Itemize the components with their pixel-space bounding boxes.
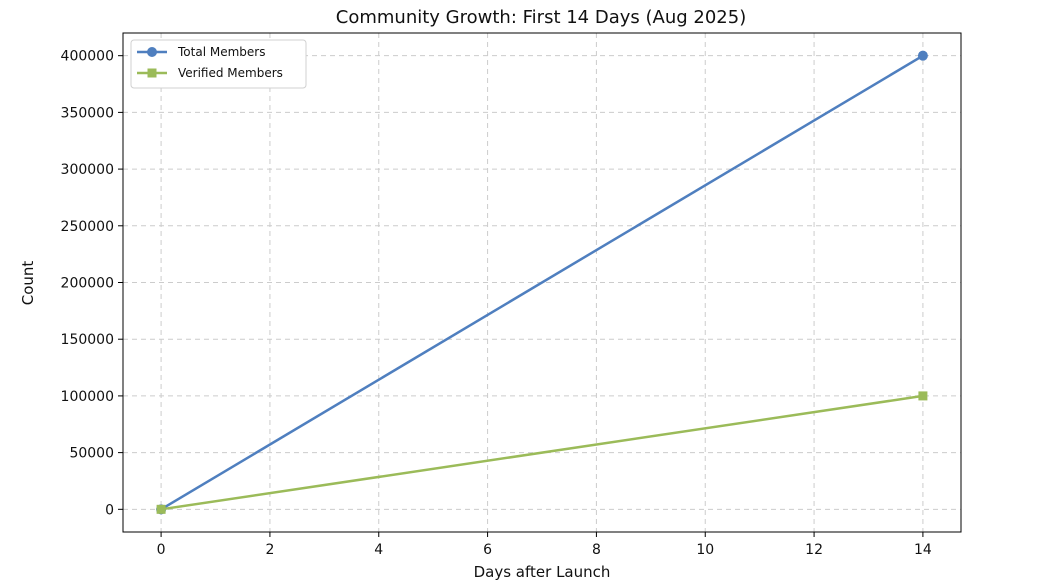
x-tick-label: 8	[592, 542, 601, 558]
x-tick-label: 2	[265, 542, 274, 558]
plot-series	[156, 50, 928, 515]
y-axis-label: Count	[19, 261, 37, 306]
y-tick-label: 100000	[61, 389, 114, 405]
y-tick-label: 300000	[61, 162, 114, 178]
legend: Total Members Verified Members	[130, 39, 307, 89]
x-tick-label: 12	[805, 542, 823, 558]
x-tick-label: 4	[374, 542, 383, 558]
legend-marker	[147, 68, 157, 78]
y-tick-label: 400000	[61, 49, 114, 65]
series-line-0	[160, 54, 924, 511]
x-axis-ticks: 0 2 4 6 8 10 12 14	[157, 532, 932, 558]
x-tick-label: 6	[483, 542, 492, 558]
y-tick-label: 250000	[61, 219, 114, 235]
legend-marker	[147, 47, 157, 57]
y-tick-label: 350000	[61, 105, 114, 121]
x-tick-label: 0	[157, 542, 166, 558]
y-tick-label: 50000	[69, 446, 114, 462]
y-tick-label: 150000	[61, 332, 114, 348]
x-tick-label: 10	[696, 542, 714, 558]
chart-title: Community Growth: First 14 Days (Aug 202…	[336, 7, 746, 28]
data-point	[156, 504, 166, 514]
y-tick-label: 200000	[61, 276, 114, 292]
x-tick-label: 14	[914, 542, 932, 558]
x-axis-label: Days after Launch	[474, 563, 611, 581]
legend-box	[130, 39, 307, 89]
legend-label: Total Members	[177, 45, 265, 59]
y-tick-label: 0	[105, 502, 114, 518]
legend-label: Verified Members	[178, 66, 283, 80]
series-line-1	[160, 394, 924, 511]
y-axis-ticks: 0 50000 100000 150000 200000 250000 300000 3500…	[61, 49, 123, 518]
data-point	[918, 391, 928, 401]
data-point	[917, 50, 928, 61]
